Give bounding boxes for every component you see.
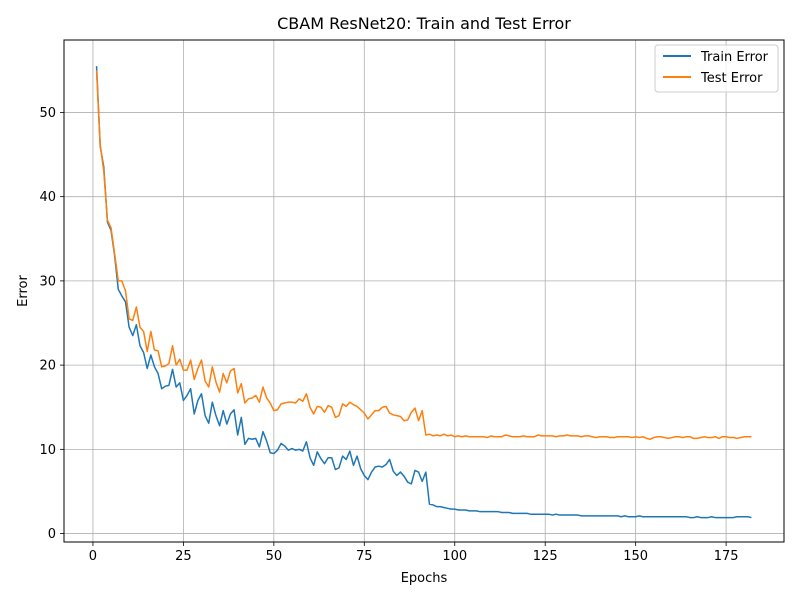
x-axis-label: Epochs (401, 571, 448, 586)
y-tick-label: 40 (39, 190, 56, 205)
legend-label-test-error: Test Error (700, 71, 763, 86)
plot-area-frame (63, 39, 785, 543)
x-tick-label: 0 (89, 549, 97, 564)
x-tick-label: 175 (714, 549, 739, 564)
y-tick-label: 0 (48, 527, 56, 542)
x-tick-label: 75 (356, 549, 373, 564)
series-line-test-error (95, 70, 752, 440)
x-tick-label: 150 (623, 549, 648, 564)
x-tick-label: 50 (266, 549, 283, 564)
y-tick-label: 20 (39, 359, 56, 374)
chart-title: CBAM ResNet20: Train and Test Error (277, 14, 571, 33)
y-tick-label: 50 (39, 106, 56, 121)
x-tick-label: 25 (175, 549, 192, 564)
x-tick-label: 125 (533, 549, 558, 564)
legend-label-train-error: Train Error (700, 50, 769, 65)
gridlines (64, 40, 784, 542)
series-lines (95, 66, 752, 519)
x-tick-label: 100 (442, 549, 467, 564)
y-tick-label: 30 (39, 274, 56, 289)
axis-ticks: 0 25 50 75 100 125 150 175 0 10 20 30 40 50 (39, 106, 738, 564)
series-line-train-error (95, 66, 752, 519)
y-axis-label: Error (16, 275, 31, 307)
legend: Train Error Test Error (654, 44, 779, 93)
y-tick-label: 10 (39, 443, 56, 458)
